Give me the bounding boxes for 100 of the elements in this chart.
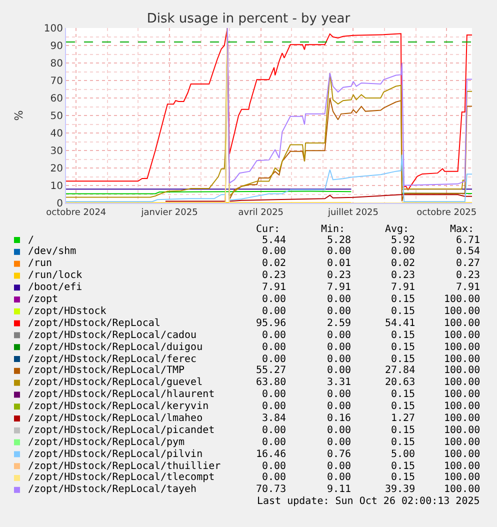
text: 0.02: [391, 258, 416, 269]
legend-label: /zopt/HDstock/RepLocal/tayeh: [28, 484, 197, 495]
legend-label: /zopt/HDstock/RepLocal/keryvin: [28, 401, 209, 412]
text: 0.00: [327, 401, 352, 412]
text: 55.27: [256, 365, 286, 376]
text: 5.92: [391, 235, 416, 246]
text: 0.00: [327, 342, 352, 353]
legend-label: /zopt/HDstock/RepLocal/duigou: [28, 342, 203, 353]
text: 7.91: [456, 282, 480, 293]
legend-label: /zopt: [28, 294, 58, 305]
legend-label: /run: [28, 258, 52, 269]
y-tick-label: 100: [44, 24, 63, 34]
text: 100.00: [444, 437, 480, 448]
text: 5.00: [391, 449, 416, 460]
text: 0.00: [327, 306, 352, 317]
text: 100.00: [444, 413, 480, 424]
text: 0.27: [456, 258, 480, 269]
text: 100.00: [444, 330, 480, 341]
text: 5.28: [327, 235, 352, 246]
text: Avg:: [385, 224, 410, 235]
y-tick-label: 50: [50, 111, 63, 122]
text: 0.16: [327, 413, 352, 424]
legend-label: /zopt/HDstock/RepLocal/pilvin: [28, 449, 203, 460]
text: 100.00: [444, 449, 480, 460]
y-tick-label: 70: [50, 76, 63, 87]
text: 2.59: [327, 318, 352, 329]
y-tick-label: 20: [50, 164, 63, 174]
text: 0.00: [262, 461, 286, 472]
text: 0.15: [391, 294, 416, 305]
text: 0.00: [262, 354, 286, 365]
text: 100.00: [444, 354, 480, 365]
text: 0.01: [327, 258, 352, 269]
legend-label: /zopt/HDstock/RepLocal/thuillier: [28, 461, 221, 472]
text: 0.00: [262, 330, 286, 341]
text: 0.54: [456, 246, 480, 257]
text: 0.15: [391, 437, 416, 448]
text: 20.63: [385, 377, 416, 388]
text: 0.00: [262, 425, 286, 436]
text: 0.15: [391, 330, 416, 341]
legend-label: /zopt/HDstock: [28, 306, 106, 317]
text: Cur:: [256, 224, 280, 235]
text: 0.00: [391, 246, 416, 257]
text: 0.15: [391, 354, 416, 365]
x-tick-label: octobre 2025: [416, 208, 477, 218]
text: 0.23: [262, 270, 286, 281]
text: 0.00: [327, 294, 352, 305]
y-tick-label: 80: [50, 58, 63, 70]
text: 0.00: [327, 246, 352, 257]
legend-label: /run/lock: [28, 270, 82, 281]
text: Min:: [321, 224, 346, 235]
text: 95.96: [256, 318, 286, 329]
x-tick-label: juillet 2025: [326, 208, 379, 218]
text: 39.39: [385, 484, 416, 495]
text: 0.00: [327, 365, 352, 376]
legend-label: /zopt/HDstock/RepLocal/hlaurent: [28, 389, 215, 400]
text: 0.00: [262, 389, 286, 400]
text: 3.31: [327, 377, 352, 388]
text: 63.80: [256, 377, 286, 388]
legend-label: /zopt/HDstock/RepLocal/pym: [28, 437, 185, 448]
text: 100.00: [444, 318, 480, 329]
y-tick-label: 60: [50, 94, 63, 104]
legend-label: /boot/efi: [28, 282, 82, 293]
legend-label: /dev/shm: [28, 246, 76, 257]
text: 0.02: [262, 258, 286, 269]
y-tick-label: 10: [50, 181, 63, 192]
text: 100.00: [444, 401, 480, 412]
x-tick-label: octobre 2024: [46, 208, 106, 218]
text: 0.15: [391, 306, 416, 317]
text: 1.27: [391, 413, 416, 424]
text: 0.00: [327, 437, 352, 448]
text: 0.00: [327, 425, 352, 436]
text: 54.41: [385, 318, 416, 329]
text: 0.23: [327, 270, 352, 281]
text: 0.00: [327, 330, 352, 341]
text: 100.00: [444, 484, 480, 495]
chart-title: Disk usage in percent - by year: [146, 12, 351, 27]
text: 0.00: [327, 472, 352, 483]
text: 0.00: [262, 401, 286, 412]
text: 0.76: [327, 449, 352, 460]
text: 0.00: [262, 472, 286, 483]
text: 0.15: [391, 461, 416, 472]
text: 6.71: [456, 235, 480, 246]
text: 0.00: [327, 354, 352, 365]
legend-label: /zopt/HDstock/RepLocal/ferec: [28, 354, 197, 365]
text: 9.11: [327, 484, 352, 495]
text: 100.00: [444, 389, 480, 400]
text: 16.46: [256, 449, 286, 460]
text: 100.00: [444, 461, 480, 472]
text: 7.91: [327, 282, 352, 293]
text: 0.23: [391, 270, 416, 281]
y-tick-label: 0: [56, 198, 63, 210]
text: 100.00: [444, 342, 480, 353]
text: 0.00: [262, 294, 286, 305]
text: Max:: [450, 224, 474, 235]
legend-label: /zopt/HDstock/RepLocal/cadou: [28, 330, 197, 341]
text: 0.00: [262, 342, 286, 353]
y-tick-label: 30: [50, 146, 63, 157]
x-tick-label: avril 2025: [238, 208, 284, 218]
x-tick-label: janvier 2025: [140, 208, 198, 218]
text: 0.15: [391, 389, 416, 400]
